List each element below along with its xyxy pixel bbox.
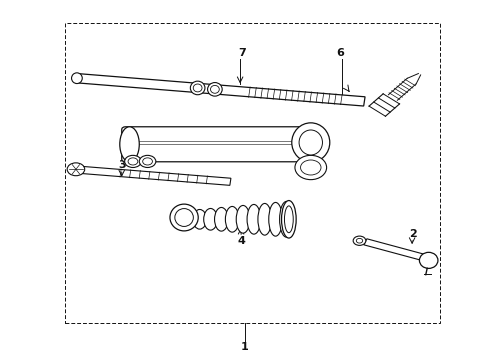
Text: 2: 2 <box>409 229 417 239</box>
Ellipse shape <box>193 84 202 92</box>
Ellipse shape <box>175 208 194 226</box>
Ellipse shape <box>190 81 205 95</box>
Ellipse shape <box>269 202 282 236</box>
Text: 7: 7 <box>239 48 246 58</box>
Ellipse shape <box>211 85 219 93</box>
Ellipse shape <box>282 201 296 238</box>
Ellipse shape <box>419 252 438 269</box>
Ellipse shape <box>120 127 139 162</box>
Polygon shape <box>364 239 429 262</box>
Ellipse shape <box>258 203 271 235</box>
Ellipse shape <box>139 156 156 167</box>
Ellipse shape <box>299 130 322 155</box>
Ellipse shape <box>208 82 222 96</box>
Ellipse shape <box>247 204 261 234</box>
Ellipse shape <box>72 73 82 84</box>
Ellipse shape <box>356 238 363 243</box>
Text: 5: 5 <box>150 130 158 140</box>
Ellipse shape <box>280 202 293 237</box>
Ellipse shape <box>225 206 239 232</box>
Ellipse shape <box>236 206 250 233</box>
Ellipse shape <box>143 158 152 165</box>
Ellipse shape <box>128 158 138 165</box>
Text: 1: 1 <box>241 342 249 352</box>
Ellipse shape <box>215 207 228 231</box>
Ellipse shape <box>67 163 85 176</box>
FancyBboxPatch shape <box>122 127 315 162</box>
Ellipse shape <box>295 156 327 180</box>
Ellipse shape <box>124 156 141 167</box>
Text: 6: 6 <box>336 48 344 58</box>
Text: 4: 4 <box>237 237 245 247</box>
Ellipse shape <box>292 123 330 162</box>
Ellipse shape <box>300 160 321 175</box>
Text: 3: 3 <box>118 159 125 170</box>
Bar <box>65 23 440 323</box>
Polygon shape <box>76 73 365 106</box>
Ellipse shape <box>204 208 218 230</box>
Ellipse shape <box>285 206 293 233</box>
Ellipse shape <box>353 236 366 246</box>
Ellipse shape <box>193 210 206 229</box>
Ellipse shape <box>170 204 198 231</box>
Polygon shape <box>73 166 231 185</box>
